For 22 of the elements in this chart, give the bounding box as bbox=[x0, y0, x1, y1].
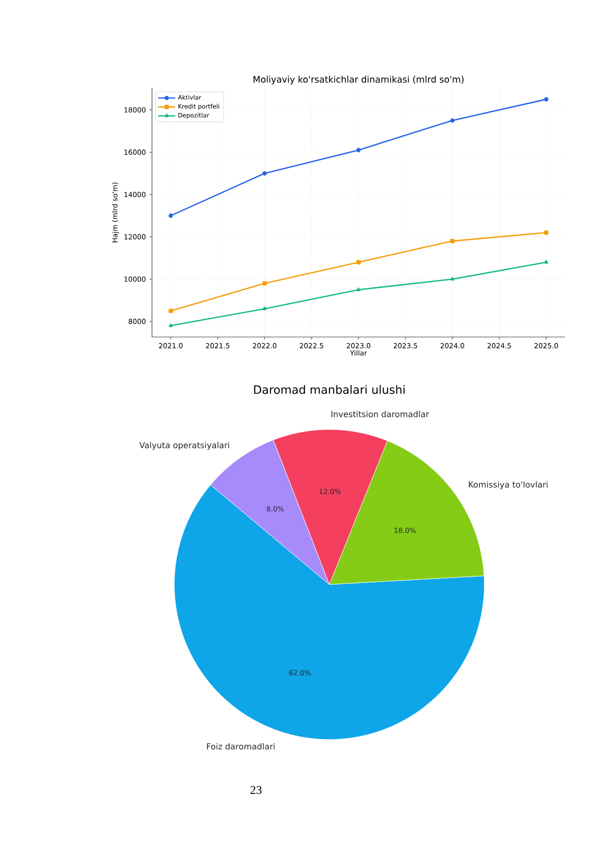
point bbox=[262, 306, 267, 310]
point bbox=[450, 276, 454, 281]
slice-label: Investitsion daromadlar bbox=[332, 410, 430, 418]
point bbox=[168, 214, 173, 218]
point bbox=[356, 148, 361, 152]
point bbox=[544, 97, 548, 102]
point bbox=[544, 260, 548, 264]
point bbox=[450, 118, 455, 123]
point bbox=[168, 308, 173, 314]
chart-title: Daromad manbalari ulushi bbox=[254, 385, 405, 394]
point bbox=[356, 260, 361, 264]
point bbox=[262, 281, 267, 286]
point bbox=[356, 288, 360, 292]
slice-label: Valyuta operatsiyalari bbox=[139, 442, 230, 450]
chart-title: Moliyaviy ko'rsatkichlar dinamikasi (mlrd so'm) bbox=[254, 76, 464, 84]
point bbox=[262, 171, 267, 176]
point bbox=[544, 230, 548, 235]
text: 23 bbox=[250, 786, 262, 794]
point bbox=[450, 238, 455, 244]
point bbox=[168, 324, 173, 328]
slice-label: Komissiya to'lovlari bbox=[468, 481, 548, 490]
slice-label: Foiz daromadlari bbox=[207, 743, 275, 750]
